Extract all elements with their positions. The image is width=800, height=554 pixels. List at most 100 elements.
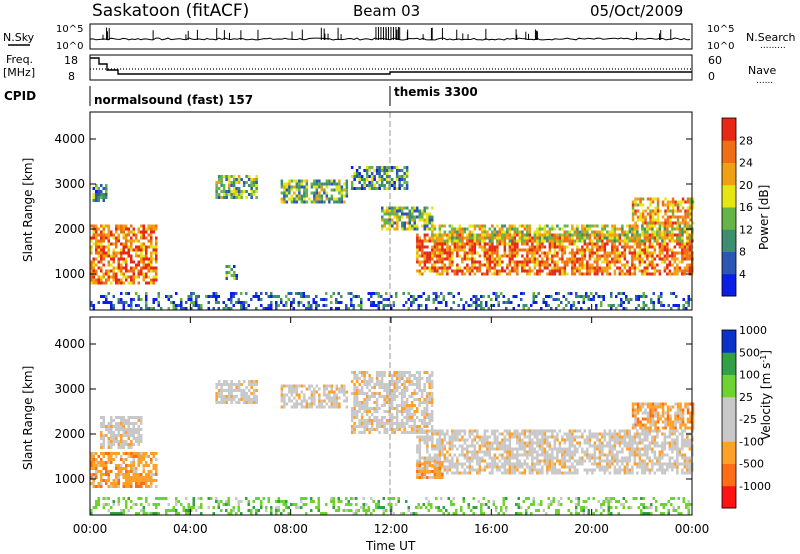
echo-cell bbox=[155, 479, 158, 482]
echo-cell bbox=[428, 456, 432, 460]
echo-cell bbox=[508, 456, 512, 460]
echo-cell bbox=[152, 307, 155, 310]
echo-cell bbox=[421, 245, 424, 249]
echo-cell bbox=[353, 428, 356, 431]
echo-cell bbox=[323, 188, 326, 192]
echo-cell bbox=[222, 395, 226, 398]
echo-cell bbox=[487, 307, 490, 310]
echo-cell bbox=[561, 459, 564, 463]
echo-cell bbox=[568, 239, 572, 243]
echo-cell bbox=[147, 485, 150, 488]
echo-cell bbox=[573, 233, 577, 237]
echo-cell bbox=[516, 254, 519, 258]
echo-cell bbox=[420, 389, 424, 392]
echo-cell bbox=[390, 181, 394, 184]
echo-cell bbox=[576, 239, 579, 243]
echo-cell bbox=[408, 383, 411, 386]
echo-cell bbox=[558, 269, 562, 273]
echo-cell bbox=[100, 295, 103, 298]
echo-cell bbox=[443, 251, 447, 255]
echo-cell bbox=[142, 476, 145, 479]
echo-cell bbox=[533, 468, 537, 472]
echo-cell bbox=[135, 440, 138, 443]
echo-cell bbox=[523, 257, 527, 261]
echo-cell bbox=[533, 239, 537, 243]
echo-cell bbox=[453, 453, 457, 457]
echo-cell bbox=[137, 254, 140, 258]
echo-cell bbox=[421, 212, 424, 216]
echo-cell bbox=[413, 377, 416, 380]
echo-cell bbox=[373, 428, 376, 431]
echo-cell bbox=[684, 212, 687, 216]
echo-cell bbox=[100, 245, 103, 249]
echo-cell bbox=[463, 453, 467, 457]
echo-cell bbox=[368, 374, 371, 377]
echo-cell bbox=[548, 453, 552, 457]
echo-cell bbox=[426, 444, 429, 448]
echo-cell bbox=[112, 437, 115, 440]
echo-cell bbox=[513, 224, 517, 228]
echo-cell bbox=[541, 465, 544, 469]
echo-cell bbox=[466, 471, 469, 475]
echo-cell bbox=[678, 245, 682, 249]
echo-cell bbox=[381, 215, 384, 219]
echo-cell bbox=[115, 425, 118, 428]
echo-cell bbox=[618, 239, 622, 243]
echo-cell bbox=[92, 461, 95, 464]
echo-cell bbox=[556, 450, 559, 454]
echo-cell bbox=[313, 185, 316, 189]
echo-cell bbox=[373, 395, 376, 398]
echo-cell bbox=[245, 196, 248, 199]
echo-cell bbox=[320, 185, 324, 189]
echo-cell bbox=[335, 307, 338, 310]
echo-cell bbox=[516, 441, 519, 445]
echo-cell bbox=[666, 209, 670, 213]
colorbar-frame bbox=[721, 117, 737, 297]
echo-cell bbox=[511, 242, 514, 246]
echo-cell bbox=[122, 227, 125, 231]
echo-cell bbox=[611, 236, 614, 240]
echo-cell bbox=[548, 239, 552, 243]
echo-cell bbox=[451, 239, 454, 243]
echo-cell bbox=[255, 398, 258, 401]
echo-cell bbox=[370, 380, 374, 383]
echo-cell bbox=[496, 429, 499, 433]
echo-cell bbox=[298, 185, 301, 189]
echo-cell bbox=[242, 392, 246, 395]
echo-cell bbox=[618, 260, 622, 264]
echo-cell bbox=[583, 230, 587, 234]
echo-cell bbox=[411, 224, 414, 228]
echo-cell bbox=[631, 200, 635, 204]
echo-cell bbox=[441, 429, 444, 433]
echo-cell bbox=[618, 257, 622, 261]
echo-cell bbox=[135, 239, 138, 243]
echo-cell bbox=[400, 419, 404, 422]
echo-cell bbox=[468, 251, 472, 255]
echo-cell bbox=[338, 402, 341, 406]
echo-cell bbox=[385, 166, 389, 169]
echo-cell bbox=[410, 419, 414, 422]
echo-cell bbox=[225, 380, 228, 383]
echo-cell bbox=[531, 459, 534, 463]
echo-cell bbox=[323, 399, 326, 403]
echo-cell bbox=[285, 182, 289, 186]
echo-cell bbox=[405, 404, 409, 407]
echo-cell bbox=[497, 304, 500, 307]
echo-cell bbox=[418, 263, 422, 267]
echo-cell bbox=[122, 452, 125, 455]
echo-cell bbox=[130, 431, 133, 434]
echo-cell bbox=[363, 169, 366, 172]
echo-cell bbox=[546, 224, 549, 228]
echo-cell bbox=[456, 227, 459, 231]
echo-cell bbox=[423, 260, 427, 264]
echo-cell bbox=[335, 402, 339, 406]
echo-cell bbox=[107, 428, 110, 431]
echo-cell bbox=[127, 485, 130, 488]
echo-cell bbox=[315, 185, 319, 189]
echo-cell bbox=[649, 200, 652, 204]
echo-cell bbox=[446, 432, 449, 436]
echo-cell bbox=[488, 269, 492, 273]
echo-cell bbox=[122, 443, 125, 446]
echo-cell bbox=[405, 371, 409, 374]
echo-cell bbox=[608, 260, 612, 264]
